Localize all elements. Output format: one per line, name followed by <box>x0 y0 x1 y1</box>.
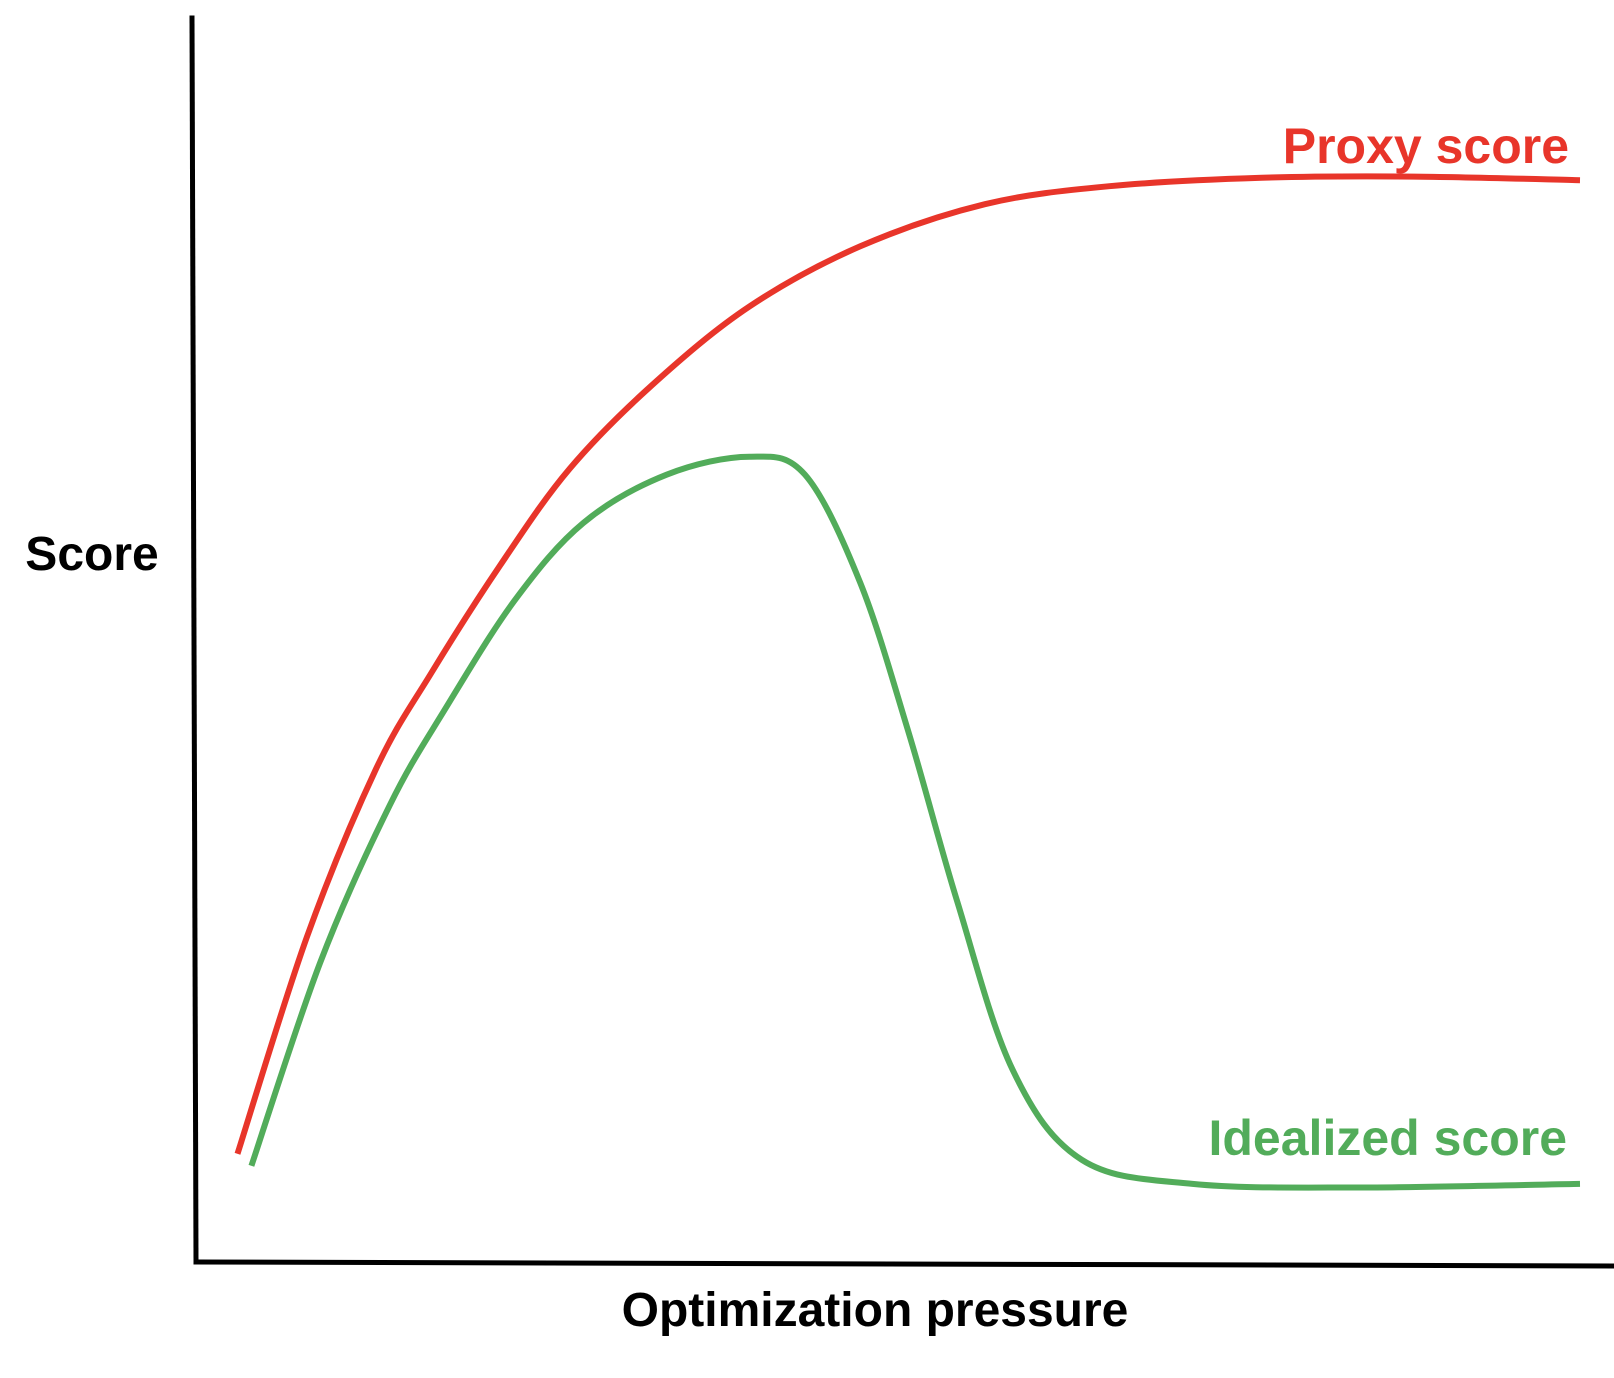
series-line-idealized-score <box>248 453 1581 1191</box>
x-axis-label: Optimization pressure <box>622 1284 1129 1337</box>
y-axis-label: Score <box>25 528 158 581</box>
x-axis <box>193 1259 1614 1269</box>
y-axis <box>189 15 199 1265</box>
series-label-proxy-score: Proxy score <box>1283 118 1569 174</box>
series-label-idealized-score: Idealized score <box>1209 1110 1568 1166</box>
series-line-proxy-score <box>234 173 1581 1155</box>
